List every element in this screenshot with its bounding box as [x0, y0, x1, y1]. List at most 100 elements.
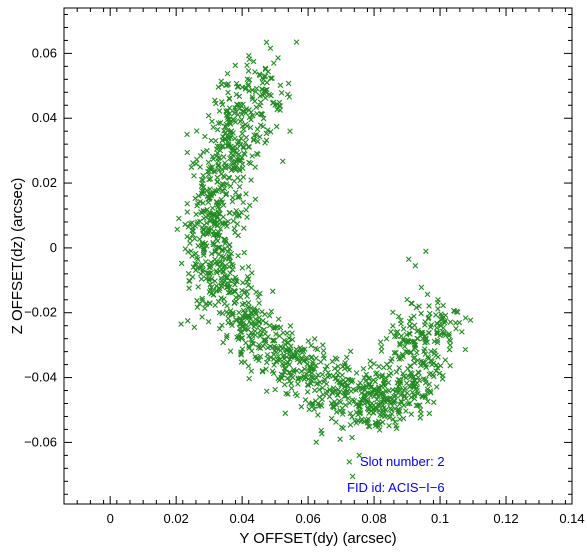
data-point [184, 233, 190, 240]
data-point [350, 386, 357, 393]
data-point [225, 315, 232, 322]
data-point [192, 223, 199, 229]
data-point [254, 126, 261, 132]
data-point [346, 400, 353, 406]
data-point [376, 363, 382, 370]
data-point [218, 99, 225, 105]
data-point [213, 153, 220, 159]
data-point [269, 75, 275, 81]
data-point [298, 354, 305, 361]
data-point [390, 416, 396, 422]
data-point [227, 270, 233, 276]
data-point [232, 62, 239, 69]
data-point [391, 350, 398, 356]
data-point [248, 305, 254, 311]
data-point [393, 349, 399, 356]
data-point [225, 218, 231, 225]
data-point [300, 348, 307, 355]
data-point [229, 194, 236, 201]
data-point [378, 348, 385, 354]
data-point [309, 370, 315, 376]
data-point [355, 402, 362, 409]
data-point [236, 212, 242, 218]
data-point [275, 353, 282, 360]
data-point [266, 322, 273, 329]
data-point [233, 317, 239, 323]
data-point [385, 387, 392, 394]
data-point [415, 357, 421, 364]
data-point [356, 452, 363, 459]
data-point [396, 411, 402, 417]
data-point [345, 395, 351, 402]
data-point [388, 407, 395, 413]
y-tick-label: −0.04 [24, 370, 57, 385]
data-point [253, 85, 260, 92]
data-point [184, 209, 191, 215]
data-point [213, 146, 220, 152]
data-point [226, 110, 233, 117]
data-point [239, 123, 246, 129]
data-point [249, 112, 256, 119]
data-point [216, 244, 223, 251]
data-point [371, 360, 377, 367]
data-point [397, 342, 403, 348]
data-point [426, 303, 432, 309]
data-point [226, 242, 233, 248]
data-point [226, 95, 232, 102]
data-point [459, 329, 465, 335]
data-point [335, 392, 341, 398]
data-point [349, 377, 356, 384]
data-points [174, 39, 474, 480]
data-point [233, 91, 240, 98]
data-point [378, 399, 385, 405]
data-point [241, 300, 248, 307]
data-point [215, 120, 222, 126]
data-point [291, 367, 297, 373]
data-point [346, 459, 353, 465]
data-point [200, 184, 207, 190]
data-point [437, 362, 444, 369]
data-point [205, 171, 212, 178]
data-point [194, 202, 200, 209]
data-point [245, 68, 252, 74]
data-point [416, 303, 422, 309]
data-point [205, 112, 212, 119]
data-point [311, 387, 318, 394]
data-point [422, 319, 428, 325]
data-point [249, 87, 256, 93]
data-point [287, 369, 293, 376]
data-point [295, 375, 302, 382]
data-point [187, 235, 193, 242]
data-point [205, 159, 212, 166]
data-point [222, 273, 228, 279]
data-point [335, 372, 341, 378]
data-point [248, 348, 255, 354]
data-point [409, 300, 415, 307]
data-point [206, 277, 212, 284]
data-point [302, 374, 309, 380]
data-point [387, 399, 393, 405]
data-point [243, 207, 249, 213]
data-point [240, 314, 246, 320]
data-point [236, 93, 243, 100]
data-point [225, 116, 231, 123]
data-point [220, 254, 226, 260]
data-point [225, 139, 232, 145]
data-point [413, 349, 420, 356]
data-point [250, 137, 257, 144]
data-point [436, 370, 443, 377]
data-point [257, 345, 264, 352]
data-point [422, 339, 428, 346]
data-point [333, 409, 340, 415]
data-point [379, 373, 385, 380]
data-point [264, 127, 271, 133]
data-point [412, 345, 419, 352]
data-point [223, 309, 230, 315]
data-point [212, 249, 219, 255]
y-tick-label: 0.04 [32, 110, 57, 125]
data-point [289, 336, 296, 343]
data-point [191, 173, 197, 179]
data-point [244, 279, 250, 285]
data-point [417, 415, 424, 421]
data-point [347, 348, 354, 355]
